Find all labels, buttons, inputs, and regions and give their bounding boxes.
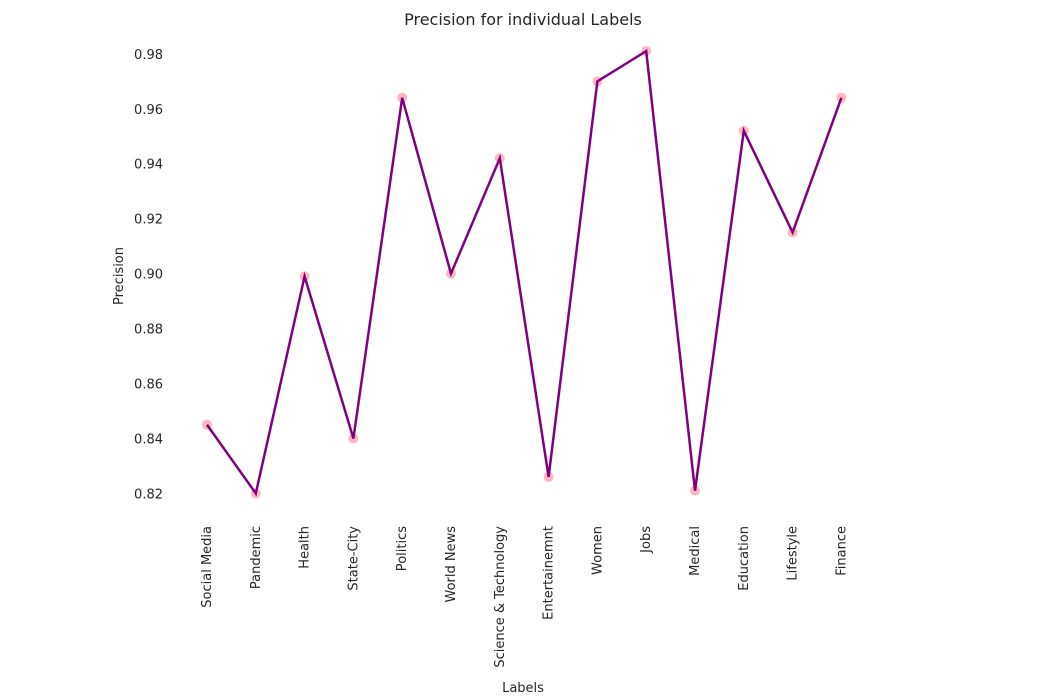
x-tick-label: Science & Technology [493,526,508,668]
x-tick-label: World News [444,526,459,603]
x-tick-label: Finance [834,526,849,576]
y-tick-label: 0.92 [134,213,163,228]
x-axis-label: Labels [502,681,544,696]
y-tick-label: 0.90 [134,268,163,283]
x-tick-label: Pandemic [249,526,264,589]
precision-series [202,46,847,499]
x-tick-label: Women [590,526,605,575]
y-tick-label: 0.84 [134,432,163,447]
y-tick-label: 0.94 [134,158,163,173]
x-tick-label: Politics [395,526,410,571]
chart-title: Precision for individual Labels [404,10,642,29]
x-tick-label: Entertainemnt [542,526,557,620]
y-tick-label: 0.82 [134,487,163,502]
y-tick-label: 0.96 [134,103,163,118]
x-tick-label: Jobs [639,526,654,554]
series-line [205,49,843,497]
y-axis-label: Precision [112,247,127,305]
x-tick-label: Education [737,526,752,591]
x-tick-labels: Social Media Pandemic Health State-City Poli… [200,526,849,668]
y-tick-label: 0.86 [134,378,163,393]
x-tick-label: Lifestyle [786,526,801,581]
y-tick-label: 0.98 [134,48,163,63]
y-tick-label: 0.88 [134,323,163,338]
x-tick-label: Medical [688,526,703,576]
y-tick-labels: 0.82 0.84 0.86 0.88 0.90 0.92 0.94 0.96 0.98 [134,48,163,503]
x-tick-label: Health [298,526,313,569]
x-tick-label: Social Media [200,526,215,608]
x-tick-label: State-City [346,526,361,591]
